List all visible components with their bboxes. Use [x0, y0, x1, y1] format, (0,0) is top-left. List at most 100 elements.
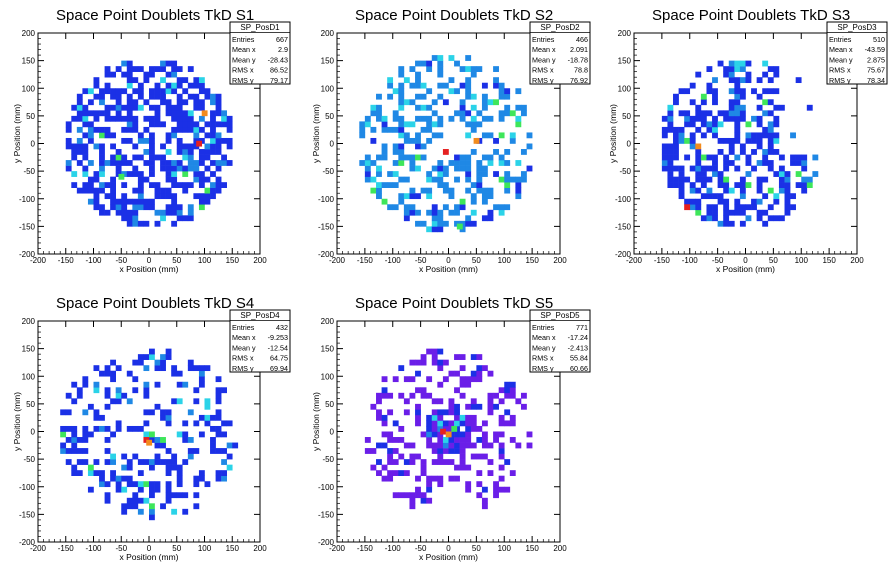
heatmap-cell [376, 442, 382, 449]
heatmap-cell [767, 204, 774, 211]
heatmap-cell [381, 420, 388, 427]
heatmap-cell [215, 149, 222, 155]
heatmap-cell [515, 187, 522, 194]
heatmap-cell [712, 88, 718, 95]
heatmap-cell [728, 209, 735, 216]
heatmap-cell [221, 115, 227, 122]
heatmap-cell [767, 66, 774, 72]
heatmap-cell [706, 176, 713, 183]
heatmap-cell [773, 193, 780, 200]
heatmap-cell [187, 66, 194, 72]
heatmap-cell [392, 204, 399, 211]
heatmap-cell [712, 204, 718, 211]
heatmap-cell [739, 193, 746, 200]
heatmap-cell [806, 176, 813, 183]
heatmap-cell [143, 381, 150, 388]
heatmap-cell [487, 409, 494, 416]
heatmap-cell [728, 66, 735, 72]
heatmap-cell [392, 459, 399, 465]
x-axis-label: x Position (mm) [419, 264, 478, 274]
heatmap-cell [376, 187, 382, 194]
heatmap-cell [87, 121, 94, 128]
heatmap-cell [149, 182, 155, 188]
stats-key: Mean y [232, 55, 256, 64]
heatmap-cell [493, 99, 499, 106]
heatmap-cell [381, 392, 388, 399]
heatmap-cell [193, 165, 200, 172]
heatmap-cell [476, 182, 483, 188]
heatmap-cell [137, 481, 144, 488]
heatmap-cell [509, 420, 516, 427]
heatmap-cell [137, 66, 144, 72]
heatmap-cell [104, 104, 111, 111]
heatmap-cell [198, 431, 205, 438]
heatmap-cell [415, 60, 421, 67]
heatmap-cell [160, 60, 166, 67]
stats-value: 76.92 [570, 76, 588, 85]
heatmap-cell [493, 171, 499, 177]
heatmap-cell [431, 425, 438, 432]
heatmap-cell [82, 115, 89, 122]
heatmap-cell [165, 132, 172, 139]
heatmap-cell [448, 398, 455, 405]
heatmap-cell [442, 459, 449, 465]
heatmap-cell [739, 204, 746, 211]
heatmap-cell [121, 392, 128, 399]
heatmap-cell [745, 71, 752, 78]
heatmap-cell [176, 204, 183, 211]
heatmap-cell [426, 88, 433, 95]
heatmap-cell [121, 126, 128, 133]
heatmap-cell [226, 115, 233, 122]
heatmap-cell [193, 481, 200, 488]
heatmap-cell [493, 392, 499, 399]
heatmap-cell [437, 409, 444, 416]
heatmap-cell [198, 414, 205, 421]
heatmap-cell [504, 176, 511, 183]
heatmap-cell [149, 121, 155, 128]
heatmap-cell [137, 132, 144, 139]
heatmap-cell [93, 414, 100, 421]
heatmap-cell [409, 497, 416, 504]
heatmap-cell [137, 137, 144, 144]
heatmap-cell [99, 132, 105, 139]
heatmap-cell [509, 132, 516, 139]
heatmap-cell [82, 143, 89, 150]
heatmap-cell [678, 176, 685, 183]
heatmap-cell [99, 481, 105, 488]
heatmap-cell [110, 132, 116, 139]
heatmap-cell [470, 398, 477, 405]
heatmap-cell [739, 93, 746, 100]
heatmap-cell [132, 104, 139, 111]
stats-key: Mean x [532, 333, 556, 342]
heatmap-cell [734, 77, 741, 84]
heatmap-cell [459, 66, 466, 72]
heatmap-cell [403, 442, 410, 449]
heatmap-cell [376, 171, 382, 177]
heatmap-cell [187, 110, 194, 117]
heatmap-cell [171, 71, 178, 78]
heatmap-cell [104, 182, 111, 188]
heatmap-cell [493, 492, 499, 499]
heatmap-cell [515, 398, 522, 405]
heatmap-cell [198, 104, 205, 111]
x-tick-label: 100 [198, 256, 212, 265]
heatmap-cell [454, 431, 460, 438]
heatmap-cell [667, 165, 674, 172]
heatmap-cell [790, 160, 796, 166]
heatmap-cell [76, 110, 83, 117]
heatmap-cell [204, 365, 211, 372]
heatmap-cell [187, 437, 194, 443]
heatmap-cell [193, 503, 200, 510]
heatmap-cell [409, 99, 416, 106]
heatmap-cell [110, 193, 116, 200]
heatmap-cell [126, 215, 133, 222]
heatmap-cell [706, 82, 713, 89]
heatmap-cell [476, 354, 483, 360]
heatmap-cell [767, 110, 774, 117]
heatmap-cell [498, 110, 505, 117]
heatmap-cell [420, 492, 427, 499]
heatmap-cell [504, 409, 511, 416]
heatmap-cell [426, 137, 433, 144]
heatmap-cell [165, 354, 172, 360]
